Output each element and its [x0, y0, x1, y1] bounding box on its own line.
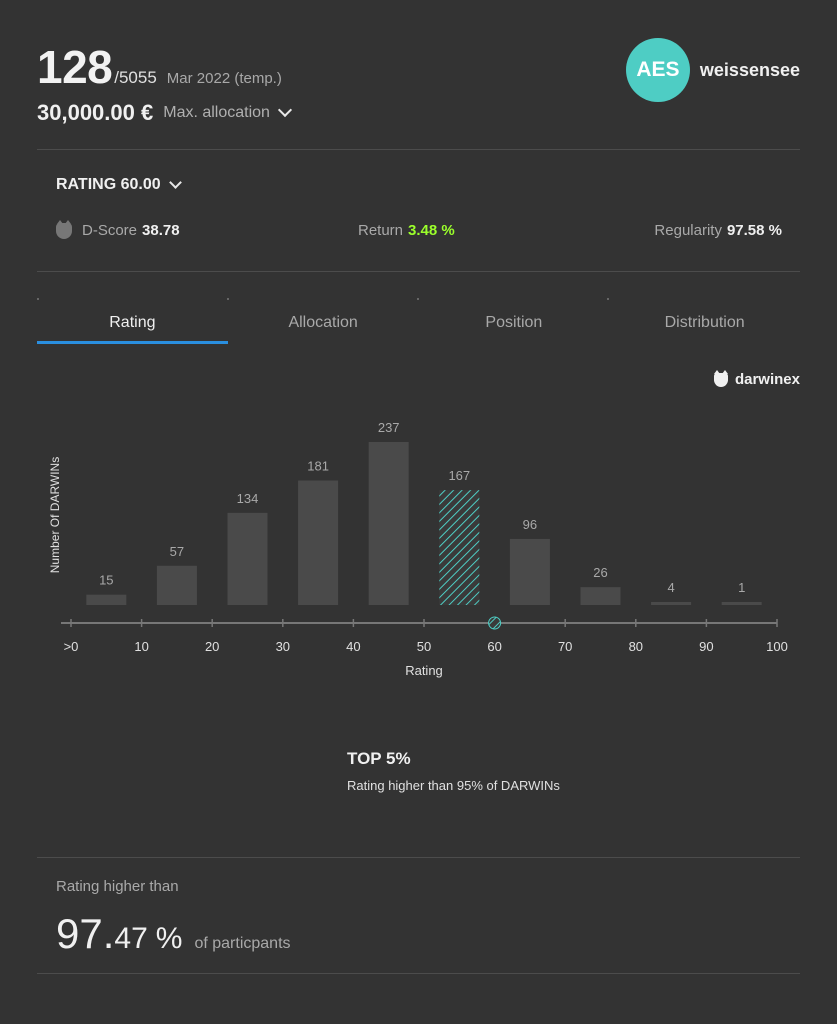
divider	[37, 857, 800, 858]
metric-label: Regularity	[654, 222, 722, 239]
rank-value: 128	[37, 41, 113, 93]
tab-position[interactable]: Position	[485, 314, 543, 331]
bar-value-label: 26	[593, 565, 607, 580]
x-tick-label: 90	[699, 639, 713, 654]
x-tick-label: 10	[134, 639, 148, 654]
metric-dscore: D-Score 38.78	[56, 219, 180, 239]
darwinex-logo: darwinex	[713, 369, 800, 388]
rating-toggle[interactable]: RATING 60.00	[56, 175, 182, 194]
username[interactable]: weissensee	[699, 59, 800, 80]
allocation-label: Max. allocation	[163, 104, 270, 121]
metric-label: Return	[358, 222, 404, 239]
divider	[37, 271, 800, 272]
rank-row: 128 /5055 Mar 2022 (temp.)	[37, 40, 282, 94]
tab-allocation[interactable]: Allocation	[288, 314, 358, 331]
rank-total: /5055	[114, 68, 157, 87]
metrics-row: D-Score 38.78 Return 3.48 % Regularity 9…	[56, 219, 782, 244]
histogram-bar	[368, 442, 409, 605]
higher-than-value: 97. 47 % of particpants	[56, 910, 291, 958]
tab-rating[interactable]: Rating	[37, 298, 228, 344]
bar-value-label: 167	[448, 468, 470, 483]
rating-marker	[488, 616, 502, 630]
histogram-bar	[651, 602, 692, 605]
histogram-bar	[509, 538, 550, 605]
x-tick-label: >0	[64, 639, 79, 654]
top-percent-title: TOP 5%	[347, 749, 411, 768]
bar-value-label: 181	[307, 459, 329, 474]
top-percent-subtitle: Rating higher than 95% of DARWINs	[347, 778, 560, 793]
avatar[interactable]: AES	[625, 38, 690, 102]
bar-value-label: 1	[738, 580, 745, 595]
metric-return: Return 3.48 %	[358, 222, 455, 239]
histogram-bar	[298, 480, 339, 605]
metric-value: 38.78	[142, 222, 180, 239]
allocation-dropdown[interactable]: 30,000.00 € Max. allocation	[37, 100, 293, 126]
tab-separator	[37, 298, 39, 300]
x-tick-label: 30	[276, 639, 290, 654]
owl-icon	[56, 219, 72, 239]
x-tick-label: 80	[629, 639, 643, 654]
metric-label: D-Score	[82, 222, 138, 239]
owl-icon	[713, 369, 728, 387]
x-tick-label: 100	[766, 639, 788, 654]
tab-separator	[227, 298, 229, 300]
higher-than-label: Rating higher than	[56, 878, 179, 895]
metric-value: 97.58 %	[726, 222, 782, 239]
divider	[37, 149, 800, 150]
x-tick-label: 50	[417, 639, 431, 654]
x-tick-label: 70	[558, 639, 572, 654]
histogram-bar	[721, 602, 762, 605]
brand-name: darwinex	[734, 371, 800, 388]
higher-than-suffix: of particpants	[194, 935, 291, 952]
tab-distribution[interactable]: Distribution	[664, 314, 745, 331]
rating-toggle-label: RATING 60.00	[56, 176, 161, 193]
bar-value-label: 237	[378, 420, 400, 435]
chevron-down-icon[interactable]	[277, 102, 293, 118]
metric-value: 3.48 %	[408, 222, 455, 239]
divider	[37, 973, 800, 974]
rating-histogram: Number Of DARWINs 15 57 134 181 237 167 96 26 4 1…	[48, 420, 788, 678]
higher-than-percent: %	[155, 922, 183, 955]
metric-regularity: Regularity 97.58 %	[654, 222, 782, 239]
higher-than-decimal: 47	[114, 922, 148, 955]
x-axis-label: Rating	[405, 663, 443, 678]
x-tick-label: 20	[205, 639, 219, 654]
x-tick-label: 40	[346, 639, 360, 654]
bar-value-label: 4	[667, 580, 674, 595]
chevron-down-icon[interactable]	[168, 175, 182, 189]
tab-separator	[607, 298, 609, 300]
y-axis-label: Number Of DARWINs	[48, 457, 62, 573]
tab-bar: Rating Allocation Position Distribution	[37, 298, 800, 344]
histogram-bar-highlight	[439, 490, 480, 605]
bar-value-label: 15	[99, 573, 113, 588]
higher-than-int: 97.	[56, 910, 115, 957]
tab-separator	[417, 298, 419, 300]
allocation-amount: 30,000.00 €	[37, 100, 154, 125]
bar-value-label: 57	[170, 544, 184, 559]
user-profile[interactable]: AES weissensee	[625, 38, 800, 102]
bar-value-label: 134	[237, 491, 259, 506]
histogram-bar	[227, 512, 268, 605]
histogram-bar	[156, 565, 197, 605]
rank-period: Mar 2022 (temp.)	[166, 70, 282, 87]
histogram-bar	[86, 594, 127, 605]
bar-value-label: 96	[523, 517, 537, 532]
histogram-bar	[580, 587, 621, 605]
x-tick-label: 60	[487, 639, 501, 654]
